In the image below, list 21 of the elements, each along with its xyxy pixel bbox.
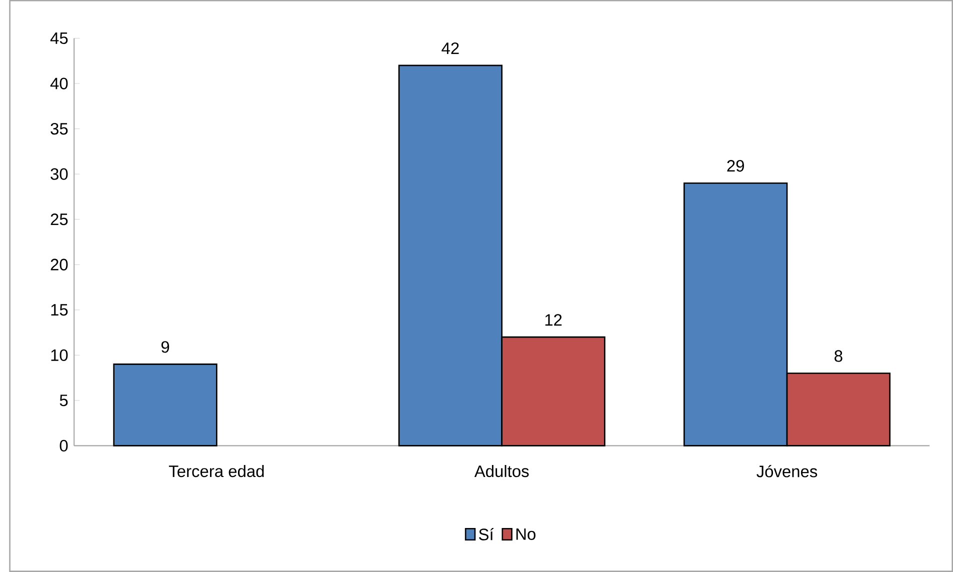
- data-label: 12: [545, 314, 562, 326]
- x-tick-label: Jóvenes: [756, 465, 818, 478]
- x-tick-label: Tercera edad: [168, 465, 264, 478]
- y-tick-label: 5: [60, 394, 68, 406]
- data-label: 8: [834, 350, 842, 362]
- y-tick-label: 10: [51, 349, 68, 362]
- legend-label: Sí: [478, 528, 494, 540]
- y-tick-label: 30: [50, 168, 68, 180]
- y-tick-label: 25: [50, 214, 68, 226]
- legend-label: No: [516, 528, 536, 540]
- data-label: 9: [161, 341, 170, 353]
- y-tick-label: 15: [51, 304, 68, 316]
- y-tick-label: 20: [50, 258, 68, 270]
- y-tick-label: 45: [50, 32, 68, 44]
- bar: [113, 364, 218, 446]
- y-tick-label: 40: [50, 78, 68, 90]
- x-tick-label: Adultos: [474, 465, 529, 478]
- data-label: 29: [727, 160, 744, 172]
- y-tick-label: 35: [50, 122, 68, 135]
- y-tick-label: 0: [60, 440, 68, 452]
- data-label: 42: [442, 42, 459, 54]
